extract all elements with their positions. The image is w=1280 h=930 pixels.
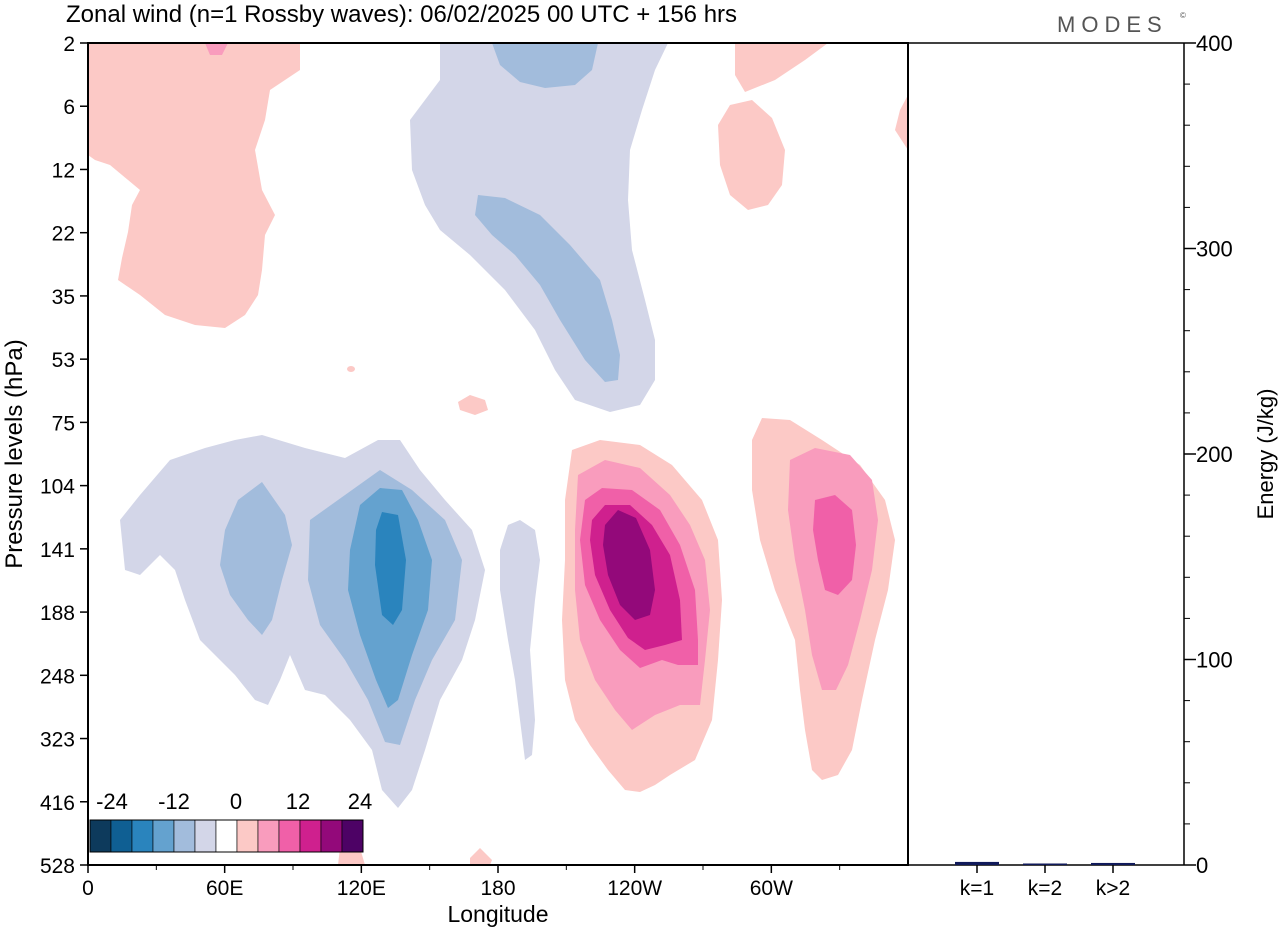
contour-westerly-upper-left bbox=[88, 43, 300, 328]
y-tick-label: 248 bbox=[40, 665, 75, 688]
contour-easterly-upper-core1 bbox=[492, 43, 598, 88]
energy-category-label: k>2 bbox=[1096, 877, 1130, 900]
contour-westerly-upper-left-spot bbox=[205, 43, 228, 55]
colorbar-label: -12 bbox=[158, 789, 190, 814]
y-tick-label: 188 bbox=[40, 602, 75, 625]
energy-category-label: k=2 bbox=[1028, 877, 1062, 900]
x-tick-label: 180 bbox=[480, 877, 515, 900]
y-tick-label: 528 bbox=[40, 855, 75, 878]
colorbar-swatch bbox=[215, 819, 238, 853]
colorbar-swatch bbox=[131, 819, 154, 853]
y-tick-label: 6 bbox=[63, 96, 75, 119]
colorbar-swatch bbox=[299, 819, 322, 853]
contour-westerly-upper-right bbox=[735, 43, 828, 92]
contour-easterly-lower-core bbox=[375, 512, 406, 625]
contour-westerly-right-core bbox=[813, 495, 856, 595]
colorbar-swatch bbox=[110, 819, 133, 853]
contour-westerly-upper-right2 bbox=[718, 100, 785, 210]
energy-bar bbox=[955, 861, 999, 865]
energy-category-label: k=1 bbox=[960, 877, 994, 900]
colorbar-swatch bbox=[194, 819, 217, 853]
colorbar-label: -24 bbox=[96, 789, 128, 814]
energy-bar bbox=[1091, 862, 1135, 865]
colorbar-swatch bbox=[89, 819, 112, 853]
contour-easterly-narrow bbox=[500, 520, 540, 760]
y-tick-label: 2 bbox=[63, 33, 75, 56]
x-axis-title: Longitude bbox=[447, 901, 548, 927]
colorbar-swatch bbox=[278, 819, 301, 853]
contour-field bbox=[88, 43, 908, 865]
y-tick-label: 53 bbox=[52, 349, 75, 372]
colorbar-swatch bbox=[173, 819, 196, 853]
y-tick-label: 12 bbox=[52, 159, 75, 182]
contour-westerly-edge bbox=[895, 95, 908, 150]
energy-axis: 0 100 200 300 400 bbox=[1184, 31, 1233, 878]
x-tick-label: 60W bbox=[750, 877, 793, 900]
colorbar-swatch bbox=[341, 819, 364, 853]
y-tick-label: 141 bbox=[40, 539, 75, 562]
energy-tick-label: 100 bbox=[1196, 648, 1233, 673]
y-axis-title: Pressure levels (hPa) bbox=[1, 339, 28, 568]
colorbar-swatch bbox=[320, 819, 343, 853]
contour-easterly-lower-left bbox=[220, 482, 292, 635]
contour-westerly-dot2 bbox=[347, 366, 355, 372]
colorbar-swatch bbox=[236, 819, 259, 853]
y-tick-label: 22 bbox=[52, 223, 75, 246]
energy-tick-label: 0 bbox=[1196, 853, 1208, 878]
energy-bars: k=1 k=2 k>2 bbox=[955, 861, 1135, 900]
y-tick-label: 75 bbox=[52, 412, 75, 435]
brand-logo: MODES bbox=[1057, 12, 1168, 37]
contour-westerly-mid-core bbox=[603, 510, 655, 620]
x-tick-label: 120W bbox=[607, 877, 662, 900]
y-tick-label: 104 bbox=[40, 476, 75, 499]
colorbar-label: 12 bbox=[286, 789, 310, 814]
y-tick-label: 35 bbox=[52, 286, 75, 309]
x-tick-label: 120E bbox=[337, 877, 386, 900]
contour-westerly-dot1 bbox=[458, 395, 488, 415]
x-tick-label: 60E bbox=[206, 877, 243, 900]
colorbar-swatch bbox=[152, 819, 175, 853]
contour-bottom-bit2 bbox=[470, 848, 492, 865]
colorbar-swatch bbox=[257, 819, 280, 853]
y-tick-label: 416 bbox=[40, 792, 75, 815]
x-tick-label: 0 bbox=[82, 877, 94, 900]
energy-tick-label: 300 bbox=[1196, 237, 1233, 262]
pressure-axis: 2 6 12 22 35 53 75 104 141 188 248 323 416 528 bbox=[40, 33, 88, 878]
energy-tick-label: 400 bbox=[1196, 31, 1233, 56]
colorbar-label: 24 bbox=[348, 789, 372, 814]
energy-tick-label: 200 bbox=[1196, 442, 1233, 467]
colorbar-frame bbox=[89, 819, 364, 853]
energy-axis-title: Energy (J/kg) bbox=[1253, 389, 1278, 520]
colorbar-label: 0 bbox=[230, 789, 242, 814]
y-tick-label: 323 bbox=[40, 729, 75, 752]
brand-mark: © bbox=[1180, 11, 1186, 20]
chart-title: Zonal wind (n=1 Rossby waves): 06/02/202… bbox=[66, 1, 737, 28]
colorbar: -24 -12 0 12 24 bbox=[89, 789, 372, 853]
energy-bar bbox=[1023, 863, 1067, 865]
longitude-axis: 0 60E 120E 180 120W 60W bbox=[82, 865, 841, 900]
contour-easterly-upper-core2 bbox=[475, 195, 620, 382]
